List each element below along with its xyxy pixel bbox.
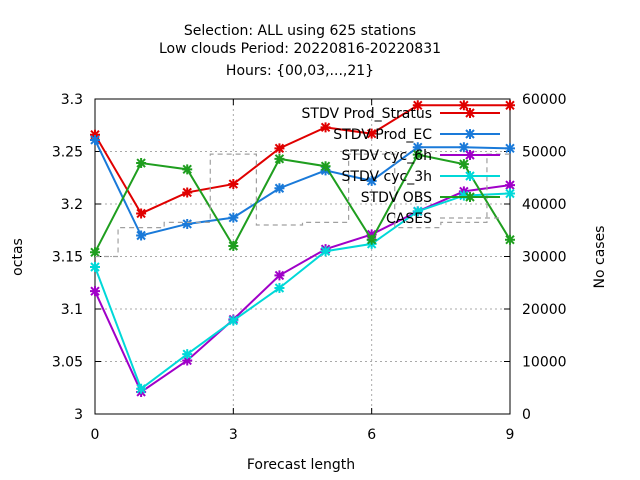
series-stdv-obs xyxy=(90,149,515,258)
data-point xyxy=(136,230,147,241)
data-point xyxy=(90,134,100,145)
data-point xyxy=(90,262,100,272)
data-point xyxy=(505,234,515,245)
data-point xyxy=(228,241,239,251)
x-tick-label: 3 xyxy=(229,427,238,443)
data-point xyxy=(90,286,100,297)
y2-tick-label: 10000 xyxy=(522,355,567,371)
tick-labels: 3 3.05 3.1 3.15 3.2 3.25 3.3 0 10000 20000 30000 40… xyxy=(52,92,567,443)
title-line-2: Low clouds Period: 20220816-20220831 xyxy=(159,41,441,57)
series-line xyxy=(95,153,510,258)
data-point xyxy=(136,158,147,169)
x-tick-label: 9 xyxy=(506,427,515,443)
legend-marker xyxy=(465,171,475,181)
data-point xyxy=(320,161,331,172)
series-stdv-cyc-6h xyxy=(90,180,515,397)
data-point xyxy=(505,180,515,191)
data-point xyxy=(320,246,331,257)
legend-label: STDV OBS xyxy=(361,190,432,206)
y2-tick-label: 0 xyxy=(522,407,531,423)
data-point xyxy=(505,188,515,199)
data-point xyxy=(458,159,469,170)
y2-tick-label: 50000 xyxy=(522,145,567,161)
data-point xyxy=(228,315,239,326)
data-point xyxy=(182,355,193,366)
series-line xyxy=(94,192,511,391)
y-tick-label: 3.15 xyxy=(52,250,83,266)
data-point xyxy=(90,247,100,258)
data-point xyxy=(136,383,147,394)
legend-label: STDV cyc_6h xyxy=(342,148,432,164)
series-layer xyxy=(90,100,515,397)
data-point xyxy=(274,283,285,293)
data-point xyxy=(505,143,515,154)
legend-marker xyxy=(465,150,475,160)
y-tick-label: 3.3 xyxy=(61,92,83,108)
series-line xyxy=(94,153,511,253)
legend-marker xyxy=(465,108,475,118)
data-point xyxy=(412,100,423,111)
title-line-3: Hours: {00,03,...,21} xyxy=(226,63,374,79)
legend-marker xyxy=(465,192,475,202)
chart-title: Selection: ALL using 625 stations Low cl… xyxy=(159,23,441,79)
y2-axis-label: No cases xyxy=(592,226,608,289)
y-tick-label: 3.25 xyxy=(52,145,83,161)
data-point xyxy=(412,142,423,153)
y-tick-label: 3.2 xyxy=(61,197,83,213)
x-axis-label: Forecast length xyxy=(247,457,355,473)
title-line-1: Selection: ALL using 625 stations xyxy=(184,23,416,39)
y2-tick-label: 60000 xyxy=(522,92,567,108)
data-point xyxy=(274,270,285,281)
data-point xyxy=(182,218,193,229)
data-point xyxy=(505,100,515,111)
data-point xyxy=(412,149,423,160)
y-tick-label: 3.1 xyxy=(61,302,83,318)
data-point xyxy=(366,128,377,139)
data-point xyxy=(228,179,239,190)
legend-label: CASES xyxy=(386,211,432,227)
data-point xyxy=(274,153,285,164)
data-point xyxy=(320,122,331,133)
plot-frame xyxy=(94,98,511,415)
y-axis-label: octas xyxy=(10,238,26,276)
y2-tick-label: 20000 xyxy=(522,302,567,318)
y2-tick-label: 30000 xyxy=(522,250,567,266)
series-line xyxy=(94,104,510,215)
y2-tick-label: 40000 xyxy=(522,197,567,213)
data-point xyxy=(458,142,469,153)
series-stdv-cyc-3h xyxy=(90,188,515,394)
series-cases xyxy=(95,153,510,258)
y-tick-label: 3 xyxy=(74,407,83,423)
data-point xyxy=(366,229,377,240)
x-tick-label: 0 xyxy=(91,427,100,443)
data-point xyxy=(458,100,469,111)
series-line xyxy=(94,184,511,394)
data-point xyxy=(274,143,285,154)
axes xyxy=(94,98,511,415)
data-point xyxy=(182,187,193,198)
series-line xyxy=(94,139,511,237)
grid xyxy=(95,99,510,414)
series-stdv-prod-stratus xyxy=(90,100,515,219)
y-tick-label: 3.05 xyxy=(52,355,83,371)
legend: STDV Prod_Stratus STDV Prod_EC STDV cyc_6h… xyxy=(302,106,500,227)
legend-marker xyxy=(465,129,475,139)
data-point xyxy=(366,234,377,245)
legend-label: STDV Prod_Stratus xyxy=(302,106,432,122)
legend-label: STDV Prod_EC xyxy=(333,127,432,143)
data-point xyxy=(412,206,423,217)
x-tick-label: 6 xyxy=(367,427,376,443)
data-point xyxy=(182,164,193,175)
legend-label: STDV cyc_3h xyxy=(342,169,432,185)
data-point xyxy=(136,208,147,219)
data-point xyxy=(228,212,239,223)
data-point xyxy=(366,175,377,186)
data-point xyxy=(274,183,285,194)
data-point xyxy=(90,129,100,140)
data-point xyxy=(458,190,469,201)
data-point xyxy=(182,349,193,360)
